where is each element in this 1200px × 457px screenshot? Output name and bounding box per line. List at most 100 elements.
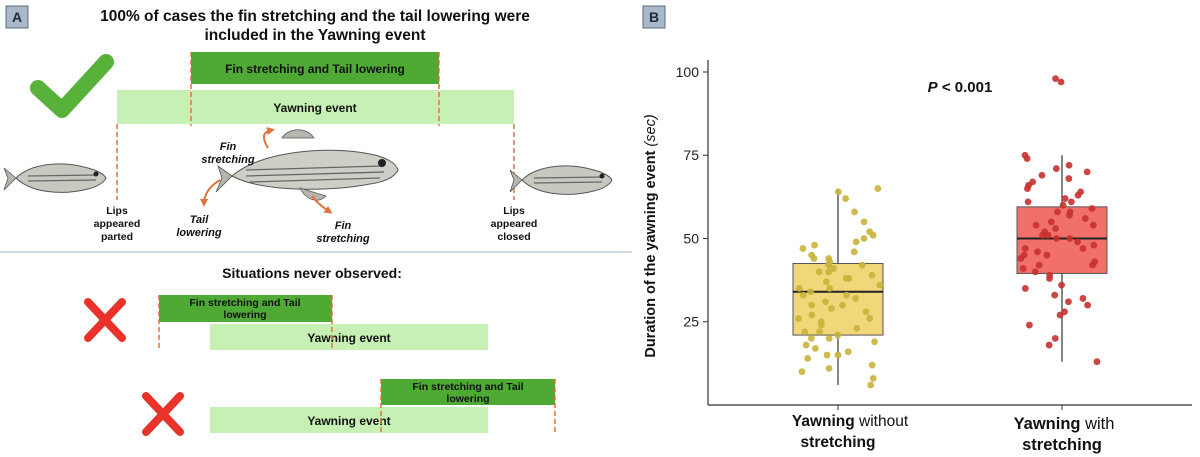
y-axis-label-unit: (sec) [643, 114, 659, 146]
data-point-1-39 [1054, 208, 1061, 216]
data-point-0-48 [850, 248, 858, 256]
data-point-0-40 [825, 268, 833, 276]
data-point-0-1 [869, 374, 877, 382]
data-point-0-6 [823, 351, 831, 359]
data-point-1-17 [1035, 261, 1043, 269]
data-point-1-50 [1065, 175, 1073, 182]
label-tail-lowering-1: Tail [190, 214, 209, 226]
lips-closed-line1: Lips [503, 205, 525, 217]
label-fin-stretching-top-2: stretching [201, 154, 254, 166]
lips-closed-line3: closed [497, 231, 530, 243]
x-cat0-bold1: Yawning [792, 413, 855, 430]
case2-fin-tail-label-2: lowering [446, 393, 489, 405]
fin-tail-bar [191, 52, 439, 84]
data-point-0-3 [825, 364, 833, 372]
x-cat1-plain1: with [1081, 415, 1115, 433]
case1-fin-tail-label-1: Fin stretching and Tail [189, 297, 300, 309]
data-point-0-57 [842, 195, 849, 202]
label-fin-stretching-bottom-2: stretching [316, 233, 369, 245]
x-cat1-bold2: stretching [1022, 436, 1102, 454]
case2-fin-tail-bar [381, 379, 555, 405]
fish-center-illustration [215, 129, 399, 201]
x-category-label-0-line2: stretching [801, 434, 876, 451]
data-point-1-21 [1043, 251, 1051, 259]
data-point-0-21 [866, 315, 874, 322]
data-point-1-56 [1021, 151, 1029, 159]
panel-b-badge [642, 5, 666, 29]
box-plots [792, 75, 1108, 389]
data-point-1-26 [1074, 238, 1081, 246]
arrow-fin-top [262, 127, 275, 149]
data-point-0-8 [844, 348, 852, 356]
data-point-1-8 [1079, 295, 1087, 302]
data-point-0-22 [808, 311, 816, 319]
fin-tail-bar-label: Fin stretching and Tail lowering [225, 62, 405, 76]
x-cat0-bold2: stretching [801, 434, 876, 451]
data-point-0-19 [817, 318, 825, 326]
case2-yawning-bar [210, 407, 488, 433]
data-point-1-27 [1066, 235, 1074, 242]
data-point-1-53 [1052, 165, 1060, 172]
case1-yawning-label: Yawning event [307, 331, 390, 345]
data-point-1-54 [1065, 161, 1073, 169]
data-point-1-57 [1057, 78, 1065, 86]
p-value-rest: < 0.001 [938, 79, 993, 96]
case1-fin-tail-label-2: lowering [223, 309, 266, 321]
data-point-1-34 [1089, 221, 1097, 229]
fish-left-illustration [3, 163, 107, 193]
data-point-1-0 [1093, 358, 1101, 366]
data-point-0-33 [795, 285, 803, 292]
data-point-1-24 [1079, 245, 1087, 252]
fish-right-illustration [509, 165, 613, 195]
panel-a-title-line1: 100% of cases the fin stretching and the… [100, 8, 530, 25]
lips-parted-line2: appeared [94, 218, 141, 230]
arrow-fin-bottom [311, 195, 333, 214]
check-icon [30, 54, 114, 118]
y-axis-label: Duration of the yawning event (sec) [643, 114, 659, 357]
yawning-bar [117, 90, 514, 124]
p-value-letter: P [928, 79, 939, 96]
data-point-1-13 [1046, 271, 1054, 279]
data-point-1-35 [1047, 218, 1055, 226]
data-point-0-31 [807, 288, 815, 296]
arrow-tail [200, 179, 221, 207]
data-point-0-52 [860, 235, 868, 242]
data-point-0-37 [842, 275, 850, 282]
data-point-0-17 [853, 325, 861, 332]
p-value-annotation: P < 0.001 [928, 79, 993, 96]
data-point-0-35 [823, 278, 830, 286]
data-point-0-11 [871, 338, 878, 346]
data-point-1-6 [1084, 301, 1092, 309]
data-point-1-38 [1066, 208, 1074, 216]
data-point-0-5 [804, 354, 812, 362]
data-point-0-32 [826, 285, 834, 292]
data-point-0-12 [825, 334, 833, 342]
label-tail-lowering-2: lowering [176, 227, 222, 239]
data-point-1-36 [1081, 215, 1089, 222]
data-point-0-13 [807, 334, 815, 342]
panel-a-badge [5, 5, 29, 29]
data-point-0-30 [799, 291, 807, 299]
data-point-1-14 [1031, 268, 1039, 276]
data-point-0-0 [867, 381, 875, 389]
data-point-0-38 [868, 271, 876, 279]
data-point-1-9 [1051, 291, 1059, 299]
x-category-label-1-line1: Yawning with [1014, 415, 1115, 433]
yawning-bar-label: Yawning event [273, 101, 356, 115]
case1-yawning-bar [210, 324, 488, 350]
label-fin-stretching-bottom-1: Fin [335, 220, 352, 232]
data-point-0-41 [830, 265, 837, 272]
y-tick-label-0: 25 [683, 314, 699, 330]
data-point-0-54 [866, 228, 874, 236]
data-point-1-51 [1038, 171, 1046, 179]
panel-a-badge-label: A [12, 9, 22, 25]
data-point-1-5 [1061, 308, 1068, 316]
data-point-0-56 [851, 208, 858, 216]
data-point-0-34 [876, 281, 884, 289]
data-point-1-15 [1019, 265, 1027, 272]
data-point-0-25 [808, 301, 816, 309]
y-tick-label-2: 75 [683, 147, 699, 163]
never-observed-title: Situations never observed: [222, 265, 402, 281]
lips-parted-line1: Lips [106, 205, 128, 217]
data-point-1-43 [1024, 198, 1032, 206]
